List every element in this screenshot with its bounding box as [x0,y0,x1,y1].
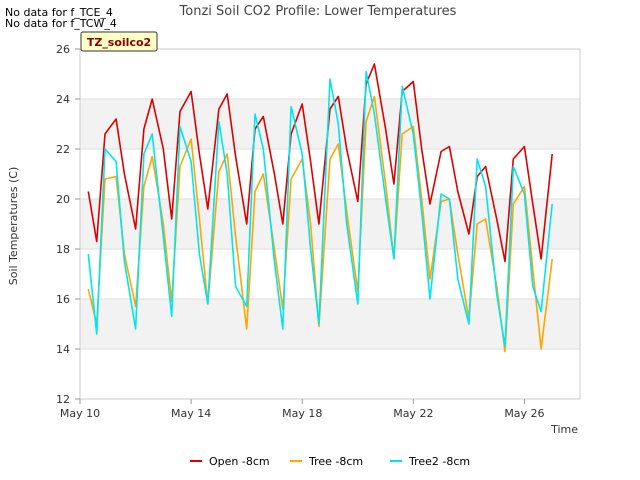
series-line-open-8cm [87,63,553,263]
y-axis-label: Soil Temperatures (C) [7,167,20,286]
x-tick-label: May 14 [171,407,211,420]
plot-band [80,99,580,149]
plot-bands [80,99,580,349]
y-tick-label: 26 [56,43,70,56]
y-tick-label: 24 [56,93,70,106]
no-data-note-1: No data for f_TCE_4 [5,6,113,19]
chart-title: Tonzi Soil CO2 Profile: Lower Temperatur… [179,4,457,19]
plot-band [80,299,580,349]
x-tick-label: May 10 [60,407,100,420]
badge-label: TZ_soilco2 [87,36,151,49]
legend: Open -8cm Tree -8cm Tree2 -8cm [190,455,470,468]
legend-label-tree-8cm: Tree -8cm [308,455,363,468]
legend-label-open-8cm: Open -8cm [209,455,270,468]
x-tick-label: May 26 [504,407,544,420]
y-tick-label: 12 [56,393,70,406]
y-tick-label: 14 [56,343,70,356]
badge: TZ_soilco2 [80,31,158,52]
plot-band [80,199,580,249]
x-axis-label: Time [550,423,578,436]
plot-frame [79,48,581,400]
y-tick-label: 18 [56,243,70,256]
x-tick-label: May 18 [282,407,322,420]
series-line-tree-8cm [87,95,553,353]
y-tick-label: 20 [56,193,70,206]
x-axis: May 10 May 14 May 18 May 22 May 26 [60,399,545,420]
badge-box [80,31,158,52]
series-line-tree2-8cm [87,70,553,348]
y-tick-label: 16 [56,293,70,306]
legend-label-tree2-8cm: Tree2 -8cm [408,455,470,468]
y-tick-label: 22 [56,143,70,156]
x-tick-label: May 22 [393,407,433,420]
no-data-note-2: No data for f_TCW_4 [5,17,117,30]
y-axis: 12 14 16 18 20 22 24 26 [56,43,80,406]
series-lines [87,63,553,353]
